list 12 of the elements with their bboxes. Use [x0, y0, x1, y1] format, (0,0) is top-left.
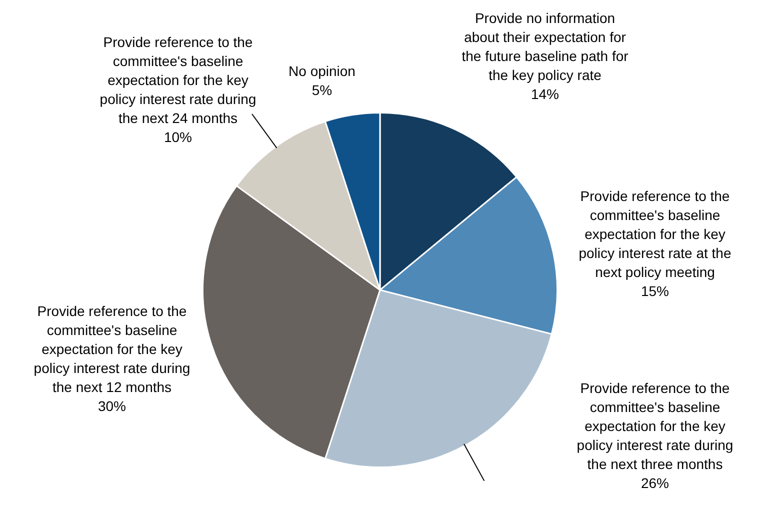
data-label: 14% [530, 86, 560, 102]
data-label: 15% [640, 282, 670, 299]
slice-label: Provide reference to the committee's baseline expectation for the key policy interest rate during the next three months [576, 380, 734, 472]
slice-label: Provide reference to the committee's baseline expectation for the key policy interest rate during the next 24 months [100, 34, 256, 126]
slice-label: Provide reference to the committee's baseline expectation for the key policy interest rate during the next 12 months [34, 302, 190, 395]
slice-label: No opinion [288, 62, 356, 79]
slice-label: Provide reference to the committee's baseline expectation for the key policy interest rate at the next policy meeting [578, 188, 732, 280]
slice-label: Provide no information about their expectation for the future baseline path for the key policy rate [462, 10, 629, 83]
data-label: 10% [164, 128, 192, 145]
data-label: 26% [640, 474, 670, 491]
data-label: 30% [98, 398, 126, 414]
data-label: 5% [312, 82, 332, 98]
